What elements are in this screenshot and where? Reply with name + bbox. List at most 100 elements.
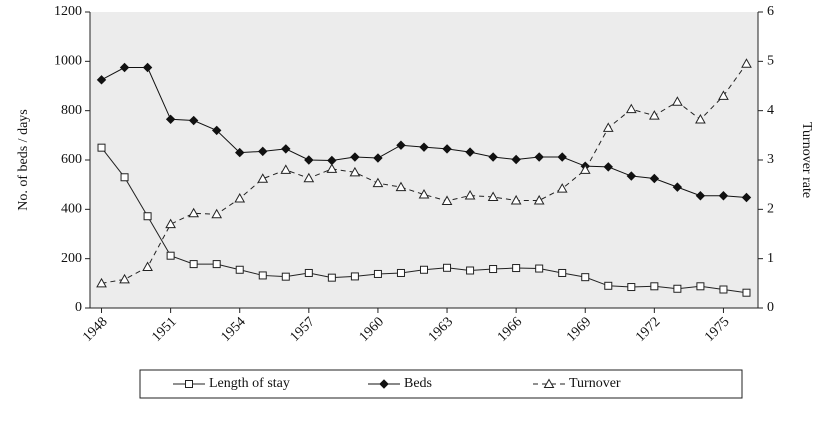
marker	[489, 265, 498, 274]
marker	[165, 218, 176, 229]
y2-tick-label: 6	[767, 4, 774, 19]
legend	[139, 369, 743, 399]
marker	[373, 269, 382, 278]
marker	[603, 162, 613, 172]
marker	[327, 273, 336, 282]
marker	[558, 268, 567, 277]
marker	[741, 58, 752, 68]
marker	[672, 96, 683, 106]
marker	[97, 143, 106, 152]
legend-label: Beds	[404, 376, 432, 391]
y2-axis-label: Turnover rate	[799, 122, 814, 198]
y2-tick-label: 5	[767, 54, 774, 69]
marker	[396, 268, 405, 277]
marker	[533, 194, 545, 205]
marker	[234, 192, 246, 203]
marker	[466, 266, 475, 275]
marker	[211, 208, 223, 219]
marker	[326, 163, 338, 173]
marker	[465, 147, 475, 157]
marker	[695, 191, 706, 201]
marker	[512, 264, 521, 273]
marker	[604, 281, 613, 290]
marker	[718, 191, 729, 201]
marker	[443, 263, 452, 272]
marker	[418, 189, 430, 199]
marker	[212, 260, 221, 269]
marker	[625, 103, 637, 114]
marker	[511, 154, 521, 165]
marker	[510, 194, 522, 205]
marker	[188, 207, 200, 218]
marker	[185, 380, 193, 388]
marker	[120, 173, 129, 182]
x-tick-label: 1960	[357, 314, 387, 344]
marker	[166, 251, 175, 260]
y-tick-label: 1000	[54, 54, 82, 69]
x-tick-label: 1954	[218, 314, 248, 344]
marker	[258, 271, 267, 280]
x-tick-label: 1951	[149, 314, 179, 344]
marker	[396, 140, 406, 150]
marker	[257, 173, 269, 183]
marker	[579, 164, 591, 174]
marker	[650, 282, 659, 291]
marker	[419, 142, 429, 152]
marker	[235, 147, 245, 158]
marker	[281, 272, 290, 281]
series-line	[101, 63, 747, 284]
marker	[626, 171, 637, 181]
marker	[96, 277, 107, 288]
marker	[142, 62, 153, 73]
x-tick-label: 1975	[702, 314, 732, 344]
x-tick-label: 1972	[633, 314, 663, 344]
marker	[420, 265, 428, 274]
marker	[143, 212, 152, 221]
marker	[395, 181, 407, 192]
marker	[673, 284, 682, 293]
marker	[535, 264, 544, 273]
marker	[487, 191, 499, 201]
marker	[672, 182, 683, 192]
x-tick-label: 1948	[80, 314, 110, 344]
marker	[557, 152, 567, 162]
legend-label: Turnover	[569, 376, 621, 391]
marker	[281, 144, 291, 154]
marker	[119, 273, 130, 284]
marker	[280, 164, 292, 174]
legend-label: Length of stay	[209, 376, 290, 391]
marker	[741, 192, 752, 203]
marker	[649, 173, 660, 184]
y-axis-label: No. of beds / days	[16, 109, 31, 211]
y2-tick-label: 1	[767, 251, 774, 266]
marker	[556, 183, 568, 193]
y-tick-label: 800	[61, 103, 82, 118]
y2-tick-label: 0	[767, 300, 774, 315]
x-tick-label: 1957	[288, 314, 318, 344]
plot-area	[90, 12, 758, 308]
marker	[303, 172, 315, 183]
marker	[350, 152, 360, 162]
marker	[581, 273, 590, 282]
marker	[188, 115, 199, 126]
marker	[211, 125, 222, 136]
marker	[119, 62, 130, 73]
x-tick-label: 1966	[495, 314, 525, 344]
marker	[304, 268, 313, 277]
y-tick-label: 600	[61, 152, 82, 167]
marker	[442, 144, 452, 154]
marker	[441, 195, 453, 205]
marker	[695, 114, 706, 124]
marker	[379, 379, 389, 389]
marker	[718, 90, 729, 100]
y2-tick-label: 3	[767, 152, 774, 167]
marker	[350, 272, 359, 281]
marker	[372, 177, 384, 188]
marker	[349, 166, 361, 177]
y-tick-label: 1200	[54, 4, 82, 19]
y-tick-label: 200	[61, 251, 82, 266]
marker	[142, 261, 153, 272]
y-tick-label: 400	[61, 202, 82, 217]
marker	[488, 152, 498, 162]
marker	[696, 282, 705, 291]
